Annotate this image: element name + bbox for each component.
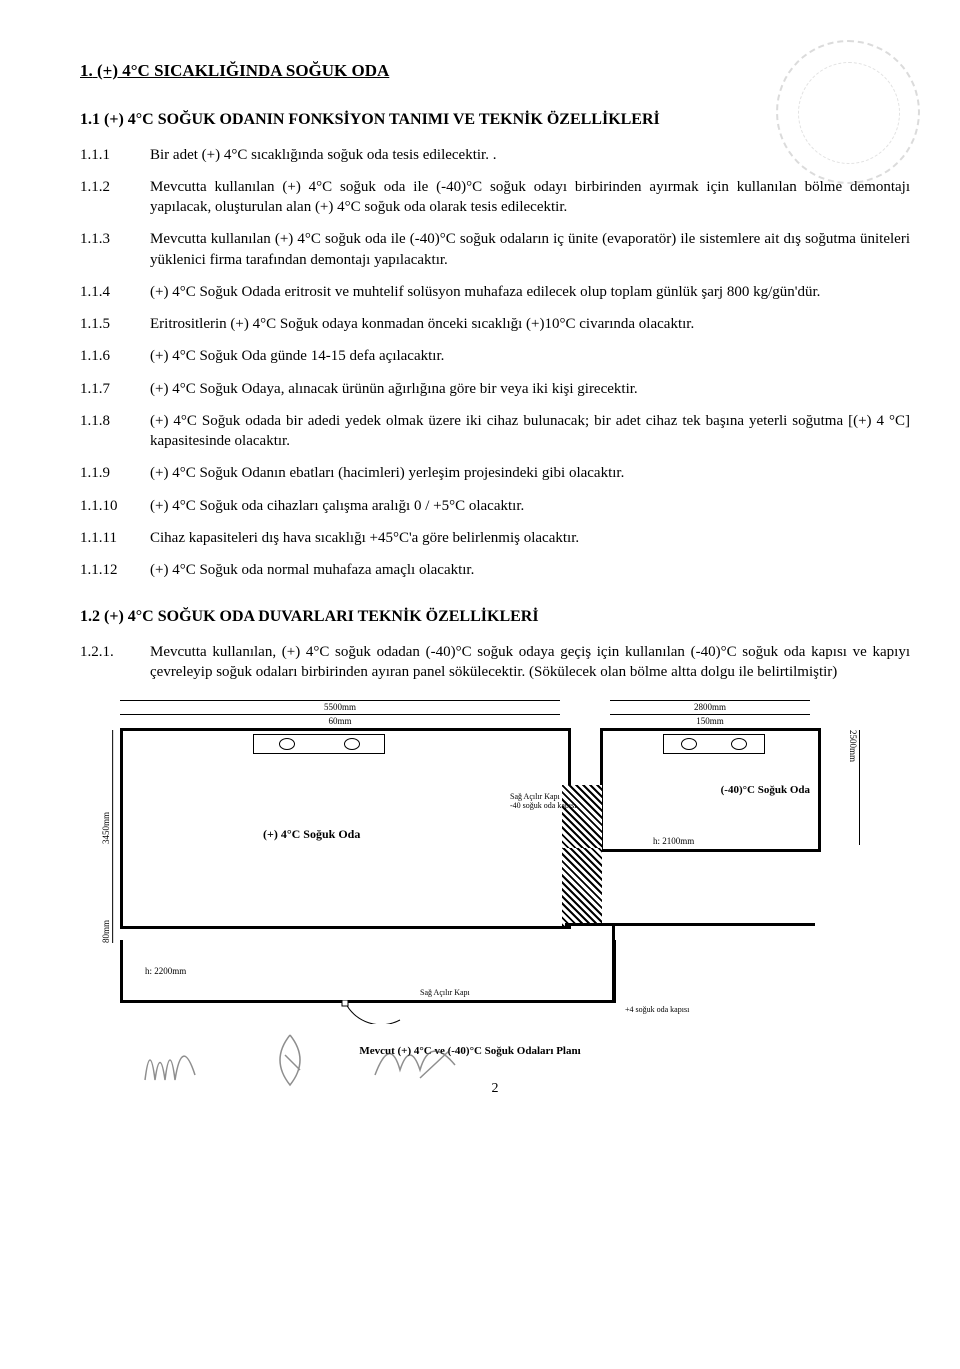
clause-item: 1.1.11Cihaz kapasiteleri dış hava sıcakl… xyxy=(80,528,910,548)
plan-line-a xyxy=(565,923,815,926)
clause-number: 1.1.8 xyxy=(80,411,150,452)
clause-number: 1.1.1 xyxy=(80,145,150,165)
floor-plan: 5500mm 2800mm 60mm 150mm 3450mm 80mm 250… xyxy=(80,700,860,1070)
clause-number: 1.1.3 xyxy=(80,229,150,270)
door-label-2: Sağ Açılır Kapı xyxy=(420,988,470,999)
door-label-1: Sağ Açılır Kapı -40 soğuk oda kapısı xyxy=(510,793,576,811)
clause-number: 1.1.2 xyxy=(80,177,150,218)
removed-panel-bottom xyxy=(562,848,602,926)
clause-text: Mevcutta kullanılan (+) 4°C soğuk oda il… xyxy=(150,229,910,270)
clause-item: 1.1.9(+) 4°C Soğuk Odanın ebatları (haci… xyxy=(80,463,910,483)
clause-item: 1.1.8(+) 4°C Soğuk odada bir adedi yedek… xyxy=(80,411,910,452)
room-right-label: (-40)°C Soğuk Oda xyxy=(721,783,810,798)
dim-150: 150mm xyxy=(696,716,724,726)
clause-item: 1.1.4(+) 4°C Soğuk Odada eritrosit ve mu… xyxy=(80,282,910,302)
dim-60: 60mm xyxy=(328,716,351,726)
room-left-label: (+) 4°C Soğuk Oda xyxy=(263,826,360,842)
dim-80: 80mm xyxy=(101,920,111,943)
clause-list-1-1: 1.1.1Bir adet (+) 4°C sıcaklığında soğuk… xyxy=(80,145,910,581)
clause-text: Mevcutta kullanılan (+) 4°C soğuk oda il… xyxy=(150,177,910,218)
clause-number: 1.1.4 xyxy=(80,282,150,302)
clause-item: 1.1.6(+) 4°C Soğuk Oda günde 14-15 defa … xyxy=(80,346,910,366)
clause-text: Eritrositlerin (+) 4°C Soğuk odaya konma… xyxy=(150,314,910,334)
dim-2800: 2800mm xyxy=(694,702,726,712)
h-2200: h: 2200mm xyxy=(145,965,186,977)
h1-num: 1. xyxy=(80,61,93,80)
official-stamp xyxy=(776,40,920,184)
evaporator-left xyxy=(253,734,385,754)
clause-text: (+) 4°C Soğuk Odaya, alınacak ürünün ağı… xyxy=(150,379,910,399)
clause-text: (+) 4°C Soğuk oda cihazları çalışma aral… xyxy=(150,496,910,516)
clause-number: 1.2.1. xyxy=(80,642,150,683)
signature-1 xyxy=(140,1030,220,1090)
clause-number: 1.1.6 xyxy=(80,346,150,366)
dim-2500: 2500mm xyxy=(847,730,859,762)
clause-text: Cihaz kapasiteleri dış hava sıcaklığı +4… xyxy=(150,528,910,548)
h1-text: (+) 4°C SICAKLIĞINDA SOĞUK ODA xyxy=(97,61,389,80)
clause-number: 1.1.5 xyxy=(80,314,150,334)
clause-number: 1.1.12 xyxy=(80,560,150,580)
signature-3 xyxy=(370,1030,460,1090)
clause-item: 1.2.1.Mevcutta kullanılan, (+) 4°C soğuk… xyxy=(80,642,910,683)
clause-item: 1.1.10(+) 4°C Soğuk oda cihazları çalışm… xyxy=(80,496,910,516)
clause-item: 1.1.5Eritrositlerin (+) 4°C Soğuk odaya … xyxy=(80,314,910,334)
clause-number: 1.1.11 xyxy=(80,528,150,548)
heading-1-2: 1.2 (+) 4°C SOĞUK ODA DUVARLARI TEKNİK Ö… xyxy=(80,606,910,628)
door-label-3: +4 soğuk oda kapısı xyxy=(625,1005,689,1016)
clause-text: (+) 4°C Soğuk oda normal muhafaza amaçlı… xyxy=(150,560,910,580)
clause-number: 1.1.9 xyxy=(80,463,150,483)
h-2100: h: 2100mm xyxy=(653,835,694,847)
signature-2 xyxy=(260,1030,330,1090)
clause-text: (+) 4°C Soğuk Odada eritrosit ve muhteli… xyxy=(150,282,910,302)
dim-5500: 5500mm xyxy=(324,702,356,712)
clause-item: 1.1.2Mevcutta kullanılan (+) 4°C soğuk o… xyxy=(80,177,910,218)
clause-list-1-2: 1.2.1.Mevcutta kullanılan, (+) 4°C soğuk… xyxy=(80,642,910,683)
clause-number: 1.1.10 xyxy=(80,496,150,516)
plan-line-b xyxy=(612,923,615,1000)
clause-number: 1.1.7 xyxy=(80,379,150,399)
dim-3450: 3450mm xyxy=(101,812,111,844)
clause-text: (+) 4°C Soğuk Odanın ebatları (hacimleri… xyxy=(150,463,910,483)
door-arc-icon xyxy=(340,1000,410,1024)
clause-text: (+) 4°C Soğuk Oda günde 14-15 defa açıla… xyxy=(150,346,910,366)
evaporator-right xyxy=(663,734,765,754)
clause-text: (+) 4°C Soğuk odada bir adedi yedek olma… xyxy=(150,411,910,452)
clause-item: 1.1.3Mevcutta kullanılan (+) 4°C soğuk o… xyxy=(80,229,910,270)
clause-item: 1.1.12(+) 4°C Soğuk oda normal muhafaza … xyxy=(80,560,910,580)
clause-text: Mevcutta kullanılan, (+) 4°C soğuk odada… xyxy=(150,642,910,683)
clause-item: 1.1.7(+) 4°C Soğuk Odaya, alınacak ürünü… xyxy=(80,379,910,399)
